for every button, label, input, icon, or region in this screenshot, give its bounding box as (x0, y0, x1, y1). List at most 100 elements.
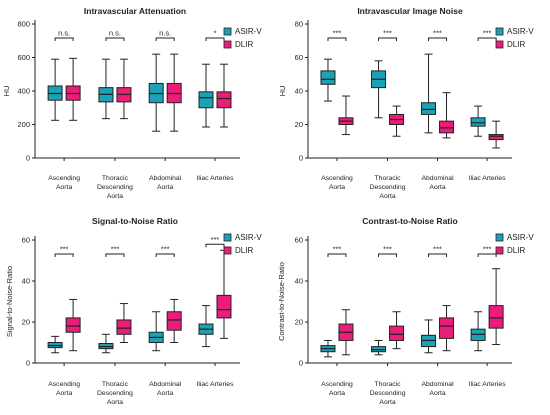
chart-panel-1: Intravascular Attenuation 0 200 400 600 800 HU… (2, 6, 262, 200)
box-asirv (470, 311, 486, 352)
significance-label: *** (333, 245, 342, 254)
x-category-label: Iliac Arteries (469, 381, 507, 388)
x-category-label: Thoracic (102, 175, 129, 182)
significance-label: n.s. (109, 29, 121, 38)
chart-panel-4: Contrast-to-Noise Ratio 0 20 40 60 Contrast-t… (277, 216, 534, 406)
legend-label: DLIR (507, 40, 525, 49)
box-dlir (389, 311, 405, 350)
x-category-label: Ascending (48, 175, 80, 182)
y-tick-label: 20 (22, 318, 30, 327)
significance-label: *** (383, 245, 392, 254)
significance-label: *** (483, 29, 492, 38)
x-category-label: Aorta (157, 184, 173, 191)
box-dlir (65, 57, 81, 121)
significance-bracket (428, 37, 448, 41)
box-dlir (65, 298, 81, 352)
box-iqr (470, 117, 486, 127)
box-dlir (116, 58, 132, 120)
y-tick-label: 600 (17, 53, 30, 62)
significance-label: *** (333, 29, 342, 38)
significance-label: *** (483, 245, 492, 254)
x-category-label: Descending (370, 390, 406, 397)
significance-bracket (155, 253, 175, 257)
y-tick-label: 0 (26, 154, 30, 163)
significance-bracket (205, 243, 225, 248)
x-category-label: Thoracic (375, 175, 402, 182)
significance-bracket (378, 37, 398, 41)
chart-panel-2: Intravascular Image Noise 0 20 40 60 80 HU Asce… (278, 6, 534, 200)
x-category-label: Abdominal (149, 381, 182, 388)
significance-label: n.s. (159, 29, 171, 38)
x-category-label: Abdominal (421, 381, 454, 388)
legend-label: ASIR-V (235, 27, 262, 36)
y-axis-label: HU (2, 86, 11, 97)
x-category-label: Aorta (157, 390, 173, 397)
box-dlir (389, 105, 405, 137)
box-asirv (371, 60, 387, 119)
box-dlir (488, 120, 504, 149)
box-iqr (488, 305, 504, 329)
x-category-label: Descending (97, 390, 133, 397)
x-category-label: Aorta (107, 399, 123, 406)
box-iqr (421, 102, 437, 115)
box-asirv (421, 53, 437, 134)
legend-label: ASIR-V (507, 27, 534, 36)
x-category-label: Aorta (379, 193, 395, 200)
significance-bracket (155, 37, 175, 41)
significance-bracket (205, 37, 225, 41)
y-tick-label: 800 (17, 20, 30, 29)
x-category-label: Thoracic (375, 381, 402, 388)
x-category-label: Abdominal (149, 175, 182, 182)
significance-bracket (105, 253, 125, 257)
significance-label: *** (211, 235, 220, 244)
x-category-label: Iliac Arteries (469, 175, 507, 182)
significance-label: *** (433, 245, 442, 254)
legend-swatch (223, 233, 232, 242)
box-iqr (488, 134, 504, 141)
box-dlir (216, 249, 232, 339)
box-iqr (166, 311, 182, 331)
y-axis-label: HU (278, 86, 287, 97)
significance-bracket (428, 253, 448, 257)
legend-label: ASIR-V (507, 233, 534, 242)
box-asirv (148, 53, 164, 132)
x-category-label: Descending (370, 184, 406, 191)
box-iqr (320, 70, 336, 85)
box-iqr (116, 319, 132, 335)
legend-label: DLIR (235, 40, 253, 49)
box-asirv (320, 58, 336, 102)
legend-swatch (223, 27, 232, 36)
box-asirv (421, 319, 437, 354)
legend-swatch (223, 246, 232, 255)
significance-bracket (477, 37, 497, 41)
y-tick-label: 0 (26, 359, 30, 368)
x-category-label: Aorta (429, 184, 445, 191)
x-category-label: Aorta (379, 399, 395, 406)
x-category-label: Aorta (107, 193, 123, 200)
significance-label: *** (433, 29, 442, 38)
significance-label: * (214, 29, 217, 38)
panel-title: Intravascular Image Noise (357, 6, 463, 16)
box-dlir (338, 95, 354, 136)
box-dlir (116, 303, 132, 343)
legend-label: DLIR (235, 246, 253, 255)
legend-swatch (495, 40, 504, 49)
box-iqr (65, 317, 81, 333)
box-asirv (320, 339, 336, 358)
significance-label: n.s. (58, 29, 70, 38)
significance-bracket (327, 253, 347, 257)
y-tick-label: 80 (295, 20, 303, 29)
x-category-label: Ascending (321, 381, 353, 388)
panel-title: Signal-to-Noise Ratio (92, 216, 178, 226)
box-asirv (47, 58, 63, 121)
legend-label: DLIR (507, 246, 525, 255)
box-iqr (389, 325, 405, 341)
y-tick-label: 40 (295, 277, 303, 286)
box-dlir (166, 53, 182, 132)
box-asirv (47, 335, 63, 354)
box-asirv (371, 339, 387, 356)
box-iqr (216, 294, 232, 319)
y-axis-label: Signal-to-Noise-Ratio (5, 266, 14, 337)
legend-swatch (223, 40, 232, 49)
